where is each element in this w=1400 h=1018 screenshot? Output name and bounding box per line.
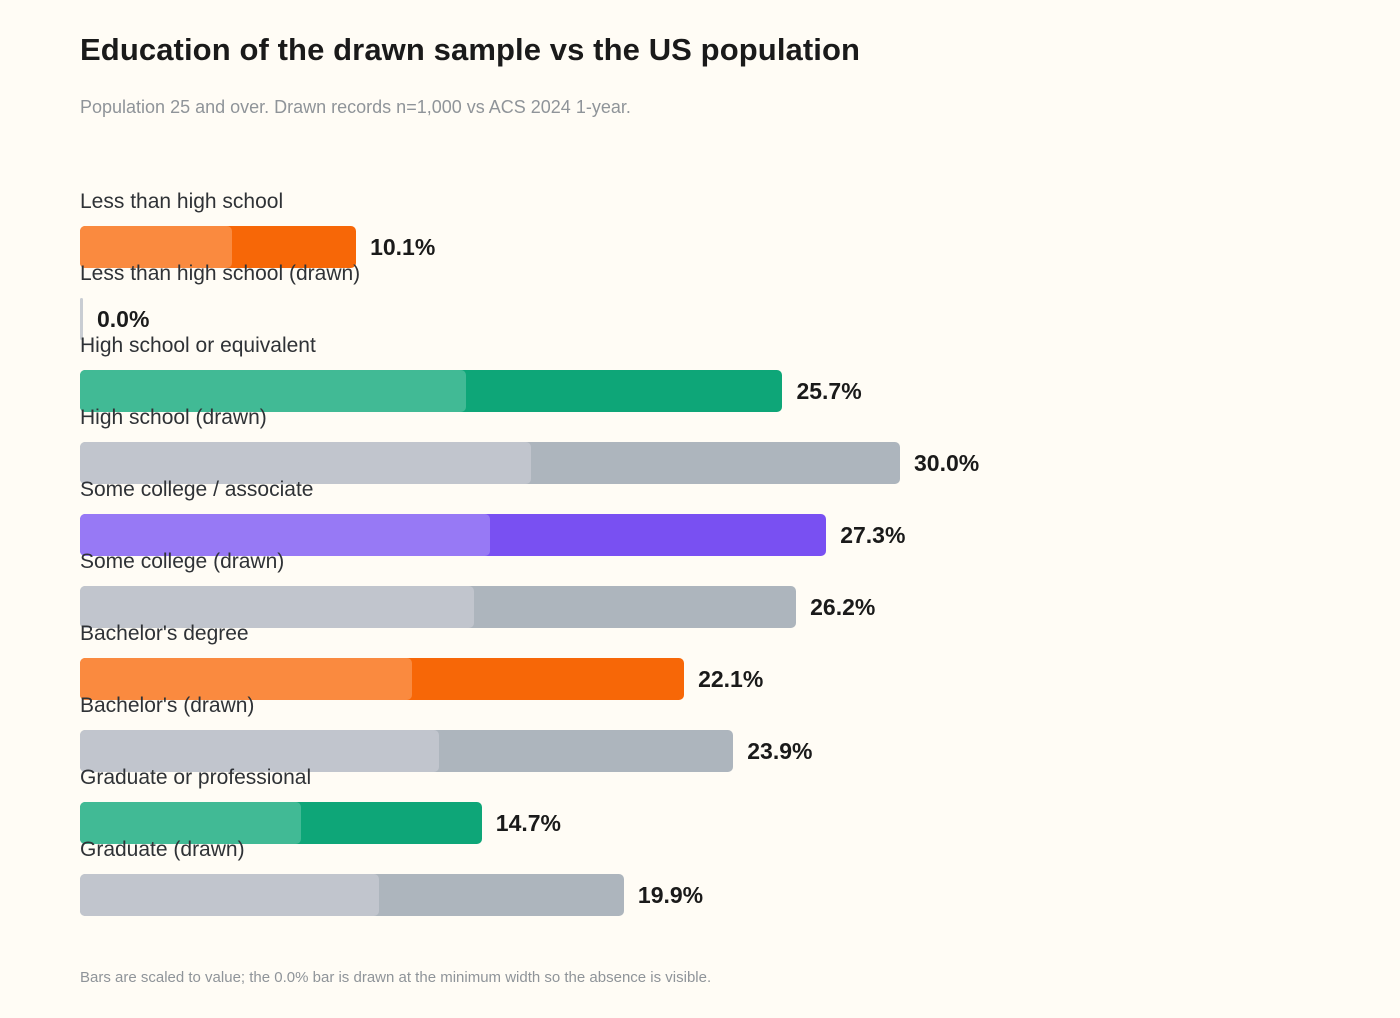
row-label: Less than high school (drawn): [80, 262, 361, 285]
bar-value-label: 25.7%: [796, 378, 862, 404]
bar-value-label: 10.1%: [370, 234, 436, 260]
bar: [80, 730, 734, 772]
bar-highlight: [80, 370, 467, 412]
chart-footnote: Bars are scaled to value; the 0.0% bar i…: [80, 969, 712, 986]
bar-highlight: [80, 802, 301, 844]
bar-highlight: [80, 226, 232, 268]
row-label: Graduate (drawn): [80, 838, 245, 861]
bar: [80, 298, 83, 340]
bar: [80, 226, 357, 268]
row-label: Less than high school: [80, 190, 284, 213]
row-label: High school or equivalent: [80, 334, 316, 357]
bar-value-label: 30.0%: [914, 450, 980, 476]
row-label: Some college (drawn): [80, 550, 285, 573]
bar: [80, 442, 900, 484]
bar-value-label: 14.7%: [495, 810, 562, 836]
row-label: Graduate or professional: [80, 766, 312, 789]
bar: [80, 874, 624, 916]
bar: [80, 370, 783, 412]
row-label: Bachelor's degree: [80, 622, 249, 645]
bar-value-label: 27.3%: [840, 522, 906, 548]
row-label: Some college / associate: [80, 478, 314, 501]
bar: [80, 586, 797, 628]
row-label: High school (drawn): [80, 406, 267, 429]
bar-value-label: 0.0%: [97, 306, 150, 332]
bar-value-label: 19.9%: [637, 882, 704, 908]
bar-highlight: [80, 586, 474, 628]
page-title: Education of the drawn sample vs the US …: [80, 32, 861, 67]
bar-highlight: [80, 514, 491, 556]
bar-value-label: 22.1%: [698, 666, 764, 692]
bar: [80, 658, 685, 700]
bar: [80, 802, 482, 844]
bar-highlight: [80, 730, 440, 772]
bar-highlight: [80, 442, 531, 484]
page-subtitle: Population 25 and over. Drawn records n=…: [80, 97, 631, 117]
row-label: Bachelor's (drawn): [80, 694, 255, 717]
bar-value-label: 23.9%: [747, 738, 813, 764]
bar-highlight: [80, 874, 380, 916]
bar-highlight: [80, 658, 413, 700]
bar-value-label: 26.2%: [810, 594, 876, 620]
bar: [80, 514, 827, 556]
